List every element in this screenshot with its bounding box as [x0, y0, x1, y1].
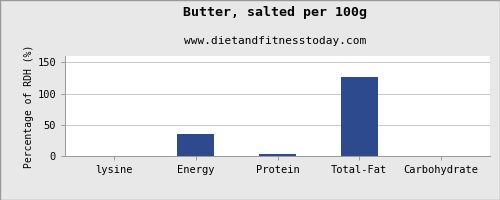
Bar	[259, 154, 296, 156]
Text: www.dietandfitnesstoday.com: www.dietandfitnesstoday.com	[184, 36, 366, 46]
Y-axis label: Percentage of RDH (%): Percentage of RDH (%)	[24, 44, 34, 168]
Bar	[341, 77, 378, 156]
Bar	[178, 134, 214, 156]
Text: Butter, salted per 100g: Butter, salted per 100g	[183, 6, 367, 19]
